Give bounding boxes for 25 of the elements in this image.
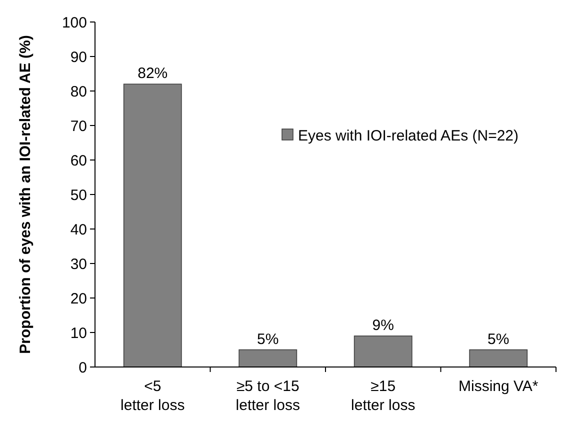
y-tick-label: 30	[70, 256, 87, 273]
x-tick-label: <5 letter loss	[120, 378, 185, 414]
y-axis-title: Proportion of eyes with an IOI-related AE (%)	[17, 35, 34, 354]
x-tick-label: Missing VA*	[458, 378, 538, 395]
bar	[238, 349, 298, 368]
y-tick-label: 100	[62, 14, 87, 32]
data-label: 5%	[488, 330, 510, 348]
y-tick-label: 90	[70, 48, 87, 66]
y-tick-label: 70	[70, 118, 87, 135]
y-tick-label: 20	[70, 290, 87, 308]
y-tick-label: 40	[70, 221, 87, 238]
bar	[354, 336, 412, 368]
y-tick-label: 50	[70, 186, 87, 204]
bar	[469, 349, 528, 368]
y-tick-label: 80	[70, 83, 87, 100]
data-label: 5%	[257, 330, 279, 348]
x-tick-label: ≥15 letter loss	[351, 378, 416, 414]
y-tick-label: 10	[70, 324, 87, 342]
data-label: 9%	[372, 316, 394, 334]
y-tick-label: 0	[78, 359, 87, 376]
bar	[123, 84, 182, 368]
y-tick-label: 60	[70, 152, 87, 170]
data-label: 82%	[138, 65, 168, 82]
x-tick-label: ≥5 to <15 letter loss	[236, 378, 300, 414]
legend-label: Eyes with IOI-related AEs (N=22)	[298, 127, 519, 144]
